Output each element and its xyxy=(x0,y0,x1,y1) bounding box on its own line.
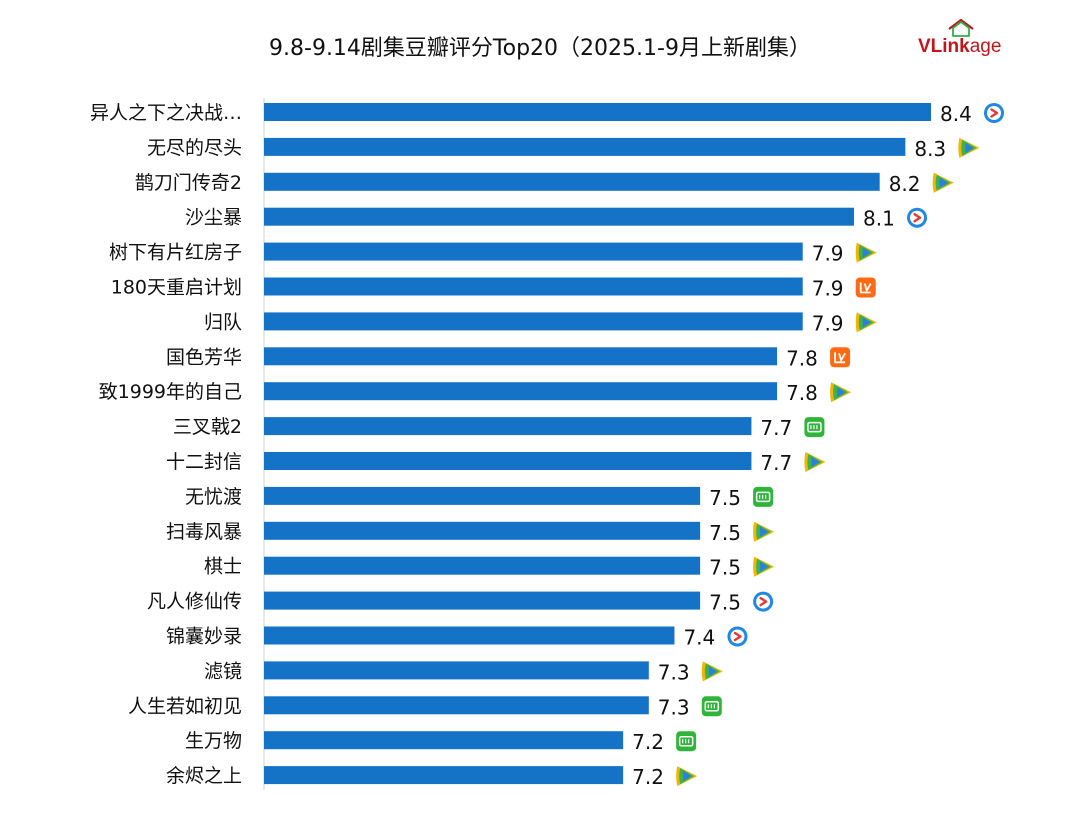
bar xyxy=(264,766,624,785)
bar xyxy=(264,521,701,540)
bar xyxy=(264,731,624,750)
chart-title: 9.8-9.14剧集豆瓣评分Top20（2025.1-9月上新剧集） xyxy=(269,36,811,61)
bar xyxy=(264,591,701,610)
bar xyxy=(264,486,701,505)
value-label: 7.7 xyxy=(760,451,792,475)
iqiyi-icon xyxy=(804,417,825,438)
value-label: 7.5 xyxy=(709,521,741,545)
category-label: 归队 xyxy=(204,311,242,333)
category-label: 树下有片红房子 xyxy=(109,242,242,264)
bar xyxy=(264,556,701,575)
category-label: 生万物 xyxy=(185,730,242,752)
value-label: 8.3 xyxy=(914,137,946,161)
mango-tv-icon xyxy=(830,347,851,368)
tencent-video-icon xyxy=(830,382,852,403)
category-label: 棋士 xyxy=(204,556,242,578)
bar xyxy=(264,626,675,645)
tencent-video-icon xyxy=(753,521,775,542)
vlinkage-logo: VLinkage xyxy=(916,18,1026,62)
value-label: 8.4 xyxy=(940,102,972,126)
bar xyxy=(264,207,855,226)
value-label: 7.8 xyxy=(786,381,818,405)
category-label: 扫毒风暴 xyxy=(166,521,242,543)
value-label: 7.8 xyxy=(786,346,818,370)
youku-icon xyxy=(753,591,774,612)
value-label: 7.9 xyxy=(812,311,844,335)
youku-icon xyxy=(984,103,1004,123)
tencent-video-icon xyxy=(804,452,826,472)
bar xyxy=(264,242,803,261)
category-label: 鹊刀门传奇2 xyxy=(135,172,242,194)
bar xyxy=(264,382,778,401)
bar xyxy=(264,452,752,470)
category-label: 凡人修仙传 xyxy=(147,591,242,613)
category-label: 余烬之上 xyxy=(166,765,242,787)
tencent-video-icon xyxy=(701,661,723,682)
value-label: 7.7 xyxy=(760,416,792,440)
category-label: 国色芳华 xyxy=(166,346,242,368)
tencent-video-icon xyxy=(676,766,698,787)
bar xyxy=(264,277,803,296)
category-label: 锦囊妙录 xyxy=(166,626,242,648)
value-label: 7.9 xyxy=(812,242,844,266)
value-label: 7.9 xyxy=(812,277,844,301)
value-label: 7.3 xyxy=(658,660,690,684)
category-label: 无忧渡 xyxy=(185,486,242,508)
value-label: 8.1 xyxy=(863,207,895,231)
category-label: 180天重启计划 xyxy=(111,277,242,299)
tencent-video-icon xyxy=(753,556,775,577)
value-label: 7.4 xyxy=(683,626,715,650)
mango-tv-icon xyxy=(855,277,876,298)
bar xyxy=(264,103,931,121)
bar xyxy=(264,172,880,191)
category-label: 滤镜 xyxy=(204,660,242,682)
youku-icon xyxy=(727,626,748,647)
iqiyi-icon xyxy=(753,486,774,507)
bar xyxy=(264,137,906,156)
tencent-video-icon xyxy=(958,137,980,158)
value-label: 7.5 xyxy=(709,556,741,580)
value-label: 8.2 xyxy=(889,172,921,196)
category-label: 沙尘暴 xyxy=(185,207,242,229)
bar xyxy=(264,347,778,366)
tencent-video-icon xyxy=(855,312,877,333)
youku-icon xyxy=(907,207,928,228)
bar xyxy=(264,417,752,436)
value-label: 7.5 xyxy=(709,486,741,510)
bar xyxy=(264,661,649,680)
category-label: 三叉戟2 xyxy=(173,416,242,438)
brand-text-age: age xyxy=(969,36,1002,57)
iqiyi-icon xyxy=(676,731,697,752)
vlinkage-house-icon xyxy=(948,18,974,37)
category-label: 异人之下之决战… xyxy=(90,102,242,124)
tencent-video-icon xyxy=(932,172,954,193)
value-label: 7.2 xyxy=(632,730,664,754)
tencent-video-icon xyxy=(855,242,877,263)
value-label: 7.3 xyxy=(658,695,690,719)
bar xyxy=(264,312,803,331)
category-label: 十二封信 xyxy=(166,451,242,473)
category-label: 致1999年的自己 xyxy=(99,381,242,403)
brand-text-vlink: VLink xyxy=(918,36,970,57)
value-label: 7.2 xyxy=(632,765,664,789)
value-label: 7.5 xyxy=(709,591,741,615)
bar xyxy=(264,696,649,715)
iqiyi-icon xyxy=(701,696,722,717)
category-label: 无尽的尽头 xyxy=(147,137,242,159)
category-label: 人生若如初见 xyxy=(128,695,242,717)
